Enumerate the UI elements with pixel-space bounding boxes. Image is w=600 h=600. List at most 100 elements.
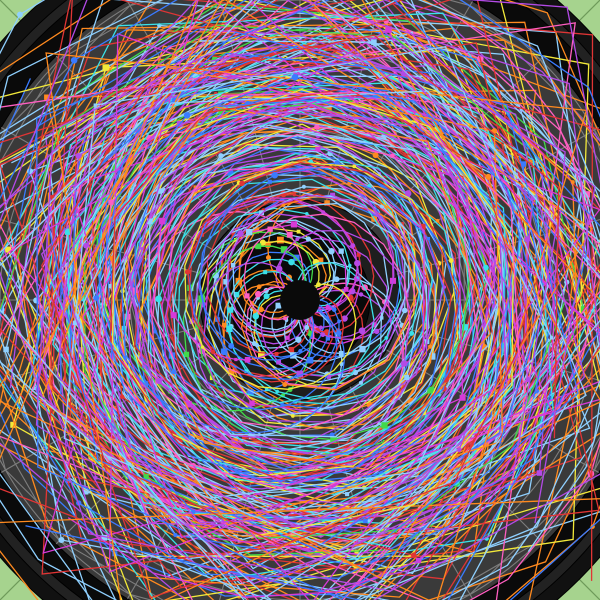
hit-marker [244,293,249,298]
hit-marker [271,172,278,179]
hit-marker [485,174,491,180]
hit-marker [359,327,366,334]
hit-marker [449,258,454,263]
hit-marker [292,74,299,81]
hit-marker [359,346,365,352]
hit-marker [316,282,321,287]
hit-marker [411,552,417,558]
hit-marker [363,519,368,524]
hit-marker [319,326,323,330]
hit-marker [276,266,283,273]
hit-marker [336,330,342,336]
hit-marker [345,492,349,496]
hit-marker [309,139,314,144]
hit-marker [246,229,252,235]
hit-marker [391,154,395,158]
hit-marker [348,264,352,268]
hit-marker [239,181,245,187]
hit-marker [267,227,272,232]
hit-marker [154,330,157,333]
hit-marker [249,401,254,406]
hit-marker [247,322,251,326]
hit-marker [380,316,383,319]
hit-marker [381,422,387,428]
hit-marker [332,307,337,312]
hit-marker [293,193,297,197]
hit-marker [352,164,356,168]
hit-marker [173,533,177,537]
hit-marker [282,382,287,387]
hit-marker [59,537,64,542]
hit-marker [291,221,297,227]
hit-marker [302,185,306,189]
hit-marker [245,357,251,363]
hit-marker [288,259,295,266]
hit-marker [255,343,259,347]
hit-marker [226,326,232,332]
hit-marker [104,66,108,70]
hit-marker [287,232,293,238]
hit-marker [295,237,299,241]
hit-marker [268,180,272,184]
hit-marker [427,237,430,240]
hit-marker [140,247,143,250]
hit-marker [185,114,189,118]
hit-marker [509,292,513,296]
particle-event-display [0,0,600,600]
hit-marker [171,369,176,374]
hit-marker [50,195,53,198]
hit-marker [338,248,343,253]
hit-marker [384,336,388,340]
hit-marker [402,308,408,314]
hit-marker [306,236,311,241]
hit-marker [265,388,268,391]
hit-marker [443,285,446,288]
hit-marker [120,395,124,399]
hit-marker [221,348,228,355]
hit-marker [277,237,284,244]
hit-marker [228,343,234,349]
hit-marker [83,243,89,249]
hit-marker [185,269,191,275]
hit-marker [404,375,409,380]
hit-marker [17,12,23,18]
hit-marker [304,325,309,330]
hit-marker [401,360,408,367]
hit-marker [307,357,314,364]
hit-marker [298,349,302,353]
hit-marker [305,212,308,215]
hit-marker [314,124,319,129]
hit-marker [337,319,341,323]
hit-marker [457,448,461,452]
hit-marker [291,414,295,418]
hit-marker [93,295,99,301]
hit-marker [252,313,259,320]
hit-marker [237,230,244,237]
hit-marker [409,331,414,336]
hit-marker [155,295,162,302]
hit-marker [334,276,340,282]
hit-marker [344,287,349,292]
hit-marker [571,180,575,184]
hit-marker [171,312,177,318]
hit-marker [261,241,265,245]
hit-marker [537,470,543,476]
hit-marker [285,336,289,340]
hit-marker [257,284,262,289]
hit-marker [359,292,363,296]
vertex-core [280,280,320,320]
hit-marker [297,230,301,234]
hit-marker [460,395,466,401]
hit-marker [283,317,287,321]
hit-marker [228,307,233,312]
hit-marker [159,218,166,225]
hit-marker [94,103,97,106]
hit-marker [201,345,204,348]
hit-marker [255,291,261,297]
hit-marker [3,347,9,353]
hit-marker [71,57,78,64]
hit-marker [275,352,279,356]
hit-marker [263,270,267,274]
hit-marker [76,153,82,159]
hit-marker [295,336,301,342]
